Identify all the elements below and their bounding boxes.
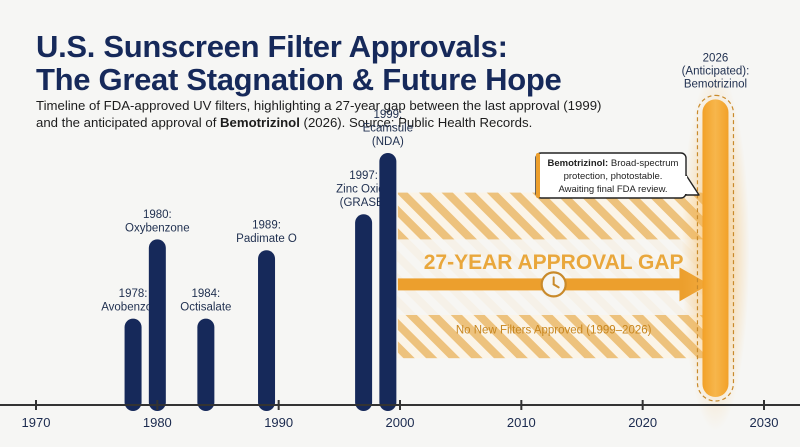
callout-rest: Broad-spectrum xyxy=(608,158,678,169)
subtitle-line-1: Timeline of FDA-approved UV filters, hig… xyxy=(36,98,602,113)
x-tick-label: 2020 xyxy=(628,415,657,430)
x-tick-label: 1970 xyxy=(22,415,51,430)
anticipated-label: (Anticipated): xyxy=(682,65,750,77)
approval-label: Padimate O xyxy=(236,233,297,245)
clock-hand-hour xyxy=(552,283,560,289)
approval-label: Oxybenzone xyxy=(125,222,190,234)
x-tick-label: 1980 xyxy=(143,415,172,430)
subtitle-highlight: Bemotrizinol xyxy=(220,115,300,130)
x-tick-label: 2010 xyxy=(507,415,536,430)
gap-subtitle: No New Filters Approved (1999–2026) xyxy=(456,325,652,337)
anticipated-label: Bemotrizinol xyxy=(684,78,747,90)
callout-accent xyxy=(536,153,540,198)
x-tick-label: 1990 xyxy=(264,415,293,430)
approval-label: (NDA) xyxy=(372,136,404,148)
x-tick-label: 2000 xyxy=(386,415,415,430)
subtitle: Timeline of FDA-approved UV filters, hig… xyxy=(36,97,601,131)
approval-label: (GRASE) xyxy=(340,197,388,209)
callout-bold: Bemotrizinol: xyxy=(548,158,609,169)
anticipated-label: 2026 xyxy=(703,52,729,64)
callout-line-3: Awaiting final FDA review. xyxy=(558,184,667,195)
title-line-1: U.S. Sunscreen Filter Approvals: xyxy=(36,29,508,64)
x-tick-label: 2030 xyxy=(750,415,779,430)
anticipated-bar xyxy=(702,99,729,398)
callout-joint xyxy=(684,176,688,194)
bemotrizinol-callout: Bemotrizinol: Broad-spectrum protection, … xyxy=(535,152,700,199)
subtitle-line-2-end: (2026). Source: Public Health Records. xyxy=(299,115,533,130)
approval-label: 1999: xyxy=(373,109,402,121)
gap-title: 27-YEAR APPROVAL GAP xyxy=(424,251,684,274)
approval-bar xyxy=(148,239,166,411)
approval-label: Zinc Oxide xyxy=(336,184,391,196)
approval-label: 1989: xyxy=(252,220,281,232)
callout-line-1: Bemotrizinol: Broad-spectrum xyxy=(548,158,679,169)
approval-bar xyxy=(379,153,397,411)
subtitle-line-2-start: and the anticipated approval of xyxy=(36,115,221,130)
anticipated-approval: 2026(Anticipated):Bemotrizinol xyxy=(681,52,750,431)
x-axis: 1970 1980 1990 2000 2010 2020 2030 xyxy=(0,400,800,430)
approval-bar xyxy=(124,318,142,411)
anticipated-outline xyxy=(696,94,735,402)
approval-label: Ecamsule xyxy=(363,123,414,135)
title-line-2: The Great Stagnation & Future Hope xyxy=(36,62,562,97)
callout-line-2: protection, photostable. xyxy=(564,171,663,182)
approval-label: 1980: xyxy=(143,209,172,221)
approval-gap-region: 27-YEAR APPROVAL GAP No New Filters Appro… xyxy=(397,192,710,359)
approval-bar xyxy=(355,214,373,411)
approval-label: Octisalate xyxy=(180,302,231,314)
approval-bar xyxy=(258,250,276,411)
approval-bars: 1978:Avobenzone1980:Oxybenzone1984:Octis… xyxy=(101,109,413,411)
approval-label: 1978: xyxy=(119,288,148,300)
approval-label: 1984: xyxy=(191,288,220,300)
approval-label: 1997: xyxy=(349,170,378,182)
page-title: U.S. Sunscreen Filter Approvals: The Gre… xyxy=(36,29,562,97)
approval-bar xyxy=(197,318,215,411)
